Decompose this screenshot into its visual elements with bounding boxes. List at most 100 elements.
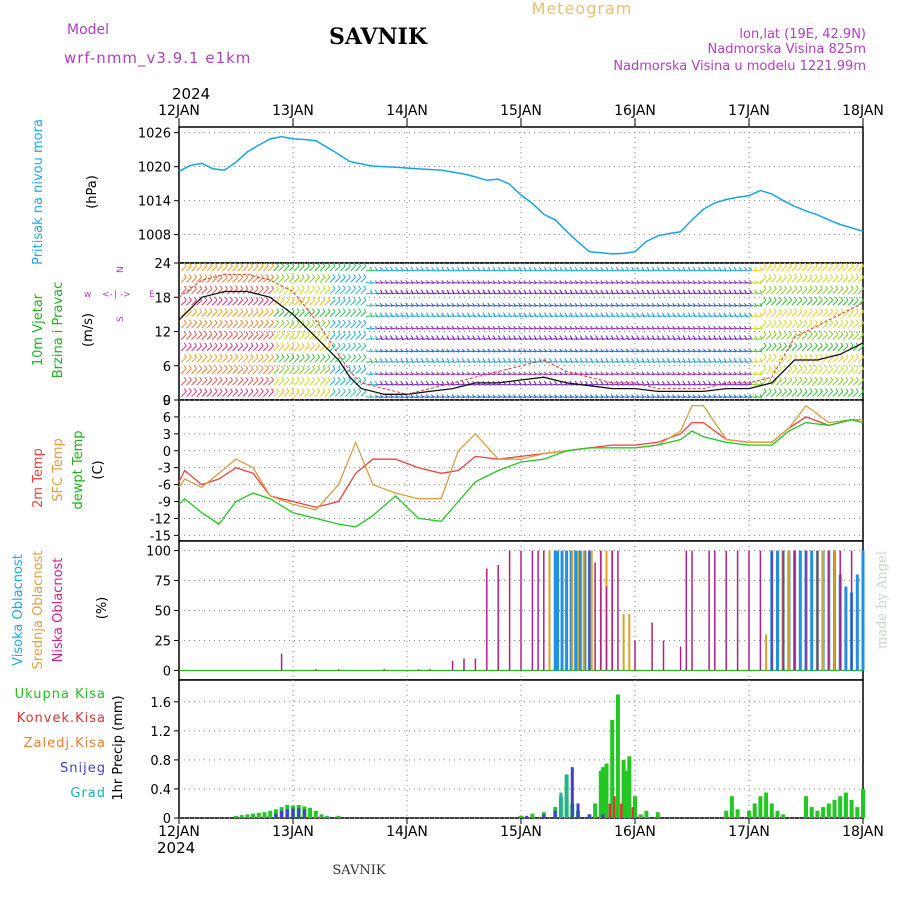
wind-barb-flag [332, 388, 336, 392]
wind-barb-flag [342, 285, 346, 290]
wind-speed-line [178, 290, 864, 395]
wind-barb [796, 299, 803, 306]
wind-barb [247, 299, 254, 306]
wind-barb-flag [830, 388, 834, 392]
wind-barb-flag [835, 331, 839, 335]
wind-barb [437, 396, 444, 399]
wind-barb [524, 396, 532, 399]
wind-barb [216, 391, 223, 397]
wind-barb [298, 322, 305, 329]
wind-barb [740, 281, 747, 284]
wind-barb [216, 356, 223, 363]
wind-barb [770, 356, 777, 363]
wind-barb [745, 337, 752, 340]
wind-barb-flag [332, 274, 336, 278]
wind-barb [852, 379, 859, 386]
wind-barb [211, 299, 218, 306]
wind-barb-flag [814, 342, 818, 347]
wind-barb-flag [405, 266, 409, 271]
wind-barb-flag [518, 335, 522, 339]
wind-barb-flag [265, 262, 269, 267]
wind-barb [339, 277, 346, 283]
wind-barb [345, 288, 351, 295]
wind-barb [211, 265, 218, 272]
wind-barb-flag [656, 312, 660, 316]
wind-barb-flag [271, 308, 274, 312]
wind-barb [427, 327, 434, 330]
wind-barb-flag [610, 335, 614, 339]
wind-barb [417, 304, 424, 307]
wind-barb [453, 373, 460, 376]
wind-barb-flag [585, 358, 588, 362]
wind-barb-flag [528, 312, 532, 316]
wind-barb [550, 315, 557, 318]
wind-barb [776, 334, 782, 340]
wind-barb [530, 281, 537, 284]
wind-barb-flag [317, 376, 321, 381]
wind-barb [535, 281, 542, 284]
wind-barb-flag [477, 312, 481, 316]
wind-barb-flag [697, 380, 701, 385]
wind-barb-flag [728, 312, 732, 316]
precip-legend-grad: Grad [70, 786, 106, 801]
wind-barb-flag [230, 308, 233, 312]
wind-barb [499, 304, 506, 307]
wind-barb [822, 345, 828, 352]
wind-barb [298, 391, 305, 397]
wind-barb [196, 368, 203, 375]
wind-barb [632, 281, 639, 284]
wind-barb-flag [825, 262, 828, 267]
wind-label-2: Brzina i Pravac [51, 282, 66, 379]
wind-barb [304, 311, 310, 318]
wind-barb [524, 360, 532, 363]
wind-barb-flag [763, 296, 767, 301]
cloud-label-2: Srednja Oblacnost [31, 551, 46, 670]
wind-barb-flag [405, 335, 409, 339]
wind-barb [263, 311, 269, 318]
wind-barb [406, 292, 414, 295]
wind-barb [832, 299, 839, 306]
wind-barb [273, 391, 279, 397]
wind-barb [832, 356, 839, 363]
wind-barb-flag [744, 266, 747, 271]
wind-barb [406, 269, 414, 272]
wind-barb-flag [301, 262, 305, 267]
wind-barb-flag [250, 376, 254, 381]
wind-barb [376, 281, 383, 284]
wind-barb-flag [763, 319, 767, 324]
wind-barb [242, 265, 249, 272]
wind-barb-flag [819, 388, 823, 392]
wind-barb-flag [322, 365, 326, 370]
wind-barb [453, 396, 460, 399]
wind-barb [653, 304, 660, 307]
time-tick-label-top: 16JAN [614, 103, 656, 119]
wind-barb [273, 356, 279, 363]
wind-barb [237, 334, 244, 340]
wind-barb [765, 322, 772, 329]
wind-barb-flag [291, 354, 295, 358]
wind-barb-flag [646, 266, 650, 271]
wind-barb [550, 360, 557, 363]
cloud-bar [793, 550, 796, 671]
wind-barb-flag [209, 262, 213, 267]
wind-barb [319, 299, 326, 306]
wind-barb-flag [204, 365, 208, 370]
wind-barb [719, 360, 727, 363]
wind-barb-flag [224, 262, 228, 267]
wind-barb [565, 327, 573, 330]
wind-barb [232, 356, 238, 363]
wind-barb-flag [415, 312, 419, 316]
wind-barb [545, 383, 552, 386]
wind-barb-flag [528, 358, 532, 362]
wind-barb [447, 327, 455, 330]
wind-barb-flag [677, 266, 681, 271]
wind-barb [817, 311, 823, 318]
wind-barb [257, 368, 264, 375]
wind-barb-flag [301, 319, 305, 324]
wind-barb-flag [183, 296, 187, 301]
wind-barb-flag [472, 335, 475, 339]
wind-barb-flag [306, 308, 310, 312]
wind-barb-flag [754, 312, 758, 316]
wind-barb [637, 337, 644, 340]
wind-barb [560, 373, 567, 376]
